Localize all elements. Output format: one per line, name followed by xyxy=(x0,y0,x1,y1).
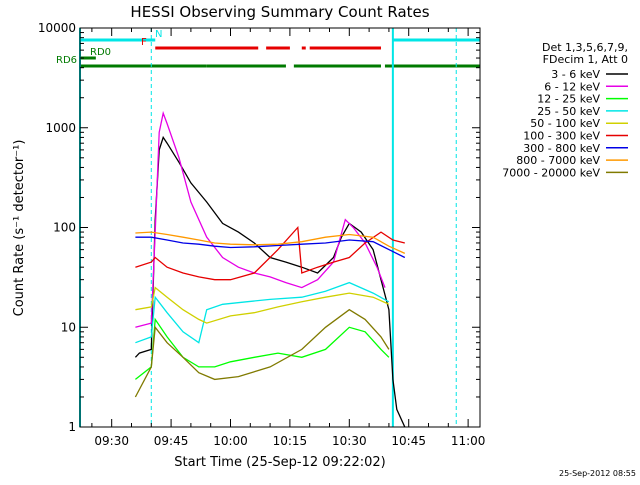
series-line-7 xyxy=(135,236,406,259)
legend-entry-label: 50 - 100 keV xyxy=(530,117,600,130)
y-tick-label: 10 xyxy=(61,320,76,334)
x-axis-label: Start Time (25-Sep-12 09:22:02) xyxy=(174,455,385,470)
legend-entry-label: 6 - 12 keV xyxy=(544,80,600,93)
legend-header-line-2: FDecim 1, Att 0 xyxy=(543,53,628,66)
series-line-5 xyxy=(135,286,390,324)
x-tick-label: 11:00 xyxy=(451,434,486,448)
legend-entry-label: 12 - 25 keV xyxy=(537,93,600,106)
series-line-8 xyxy=(135,231,406,254)
x-tick-label: 09:45 xyxy=(154,434,189,448)
legend-entry-label: 25 - 50 keV xyxy=(537,105,600,118)
legend-entry-label: 800 - 7000 keV xyxy=(516,154,600,167)
x-tick-label: 10:45 xyxy=(391,434,426,448)
legend-entry-label: 300 - 800 keV xyxy=(523,142,600,155)
chart-title: HESSI Observing Summary Count Rates xyxy=(130,3,429,21)
series-line-4 xyxy=(135,281,390,344)
x-axis-ticks: 09:30 09:45 10:00 10:15 10:30 10:45 11:00 xyxy=(91,28,486,448)
flag-rd0-label: RD0 xyxy=(90,47,111,58)
series-line-3 xyxy=(134,317,390,380)
timestamp: 25-Sep-2012 08:55 xyxy=(559,469,636,478)
series-line-9 xyxy=(134,308,390,398)
y-tick-label: 100 xyxy=(53,221,76,235)
legend-entry-label: 7000 - 20000 keV xyxy=(502,166,600,179)
instrument-flags: NF RD0 RD6 xyxy=(56,29,480,68)
x-tick-label: 10:30 xyxy=(332,434,367,448)
legend-header-line-1: Det 1,3,5,6,7,9, xyxy=(542,41,628,54)
y-tick-label: 1 xyxy=(68,420,76,434)
y-tick-label: 1000 xyxy=(45,121,76,135)
x-tick-label: 09:30 xyxy=(94,434,129,448)
flag-f-label: F xyxy=(141,37,147,48)
flag-n-label: N xyxy=(155,29,162,40)
series-line-6 xyxy=(135,225,405,281)
legend-entry-label: 3 - 6 keV xyxy=(551,68,600,81)
series-lines xyxy=(134,110,406,428)
flag-rd6-label: RD6 xyxy=(56,55,77,66)
x-tick-label: 10:15 xyxy=(273,434,308,448)
y-axis-label: Count Rate (s⁻¹ detector⁻¹) xyxy=(12,140,27,317)
series-line-2 xyxy=(135,110,386,328)
x-tick-label: 10:00 xyxy=(213,434,248,448)
y-tick-label: 10000 xyxy=(38,21,76,35)
legend-entry-label: 100 - 300 keV xyxy=(523,130,600,143)
y-axis-ticks: 1 10 100 1000 10000 xyxy=(38,21,480,434)
